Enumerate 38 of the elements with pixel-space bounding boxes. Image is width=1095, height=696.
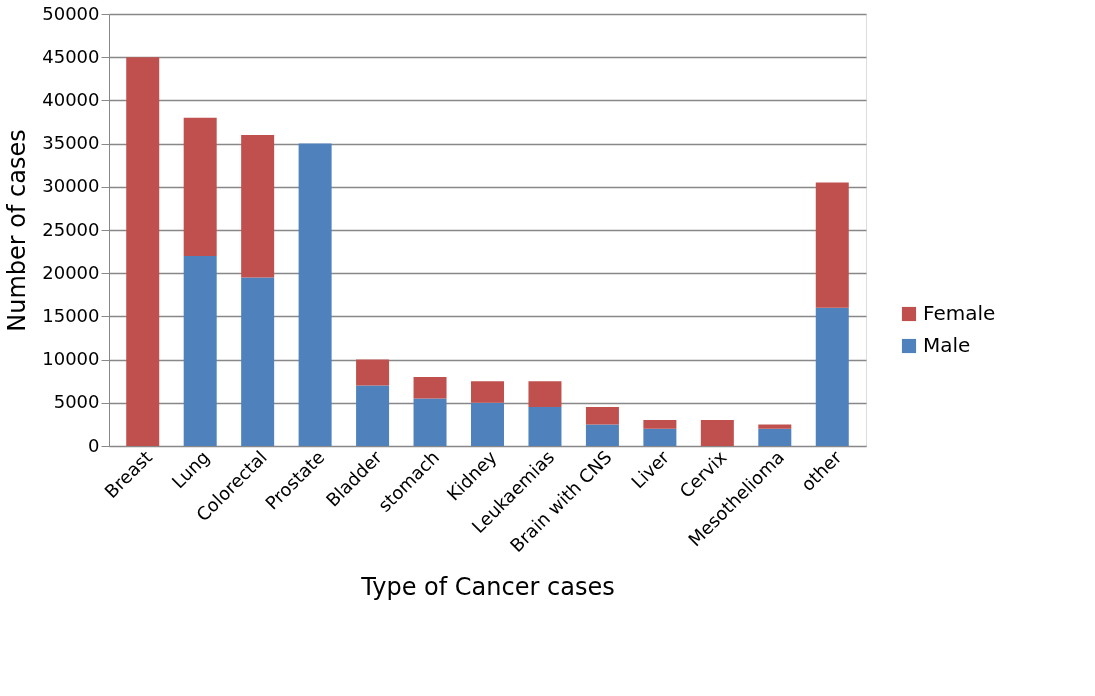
bar (241, 134, 275, 278)
y-tick-label: 10000 (42, 348, 100, 370)
y-tick-label: 35000 (42, 132, 100, 154)
y-axis-title: Number of cases (3, 129, 32, 332)
bar (758, 428, 792, 446)
bar (528, 381, 562, 408)
y-tick-label: 5000 (53, 391, 100, 413)
legend-label: Male (923, 333, 971, 357)
y-tick-label: 30000 (42, 175, 100, 197)
bar (126, 57, 160, 446)
bar (528, 407, 562, 446)
bar (471, 381, 504, 403)
bar (183, 117, 217, 256)
bar (585, 407, 619, 425)
y-tick-label: 0 (88, 434, 100, 456)
bar (585, 424, 619, 446)
y-tick-label: 45000 (42, 45, 100, 67)
legend-label: Female (923, 301, 996, 325)
bar (815, 307, 849, 446)
bar (758, 424, 792, 429)
bar (815, 182, 849, 308)
bar (356, 359, 390, 386)
bar (643, 428, 677, 446)
y-tick-label: 20000 (42, 261, 100, 283)
bar (356, 385, 390, 446)
y-tick-label: 25000 (42, 218, 100, 240)
bar (183, 255, 217, 446)
bar (413, 376, 447, 399)
bar (241, 277, 275, 446)
bar (413, 398, 447, 446)
y-tick-label: 50000 (42, 2, 100, 24)
bar (700, 420, 734, 446)
y-tick-label: 40000 (42, 88, 100, 110)
bar (298, 143, 332, 446)
x-axis-title: Type of Cancer cases (360, 573, 615, 602)
bar (471, 402, 504, 446)
y-tick-label: 15000 (42, 304, 100, 326)
bar (643, 420, 677, 429)
